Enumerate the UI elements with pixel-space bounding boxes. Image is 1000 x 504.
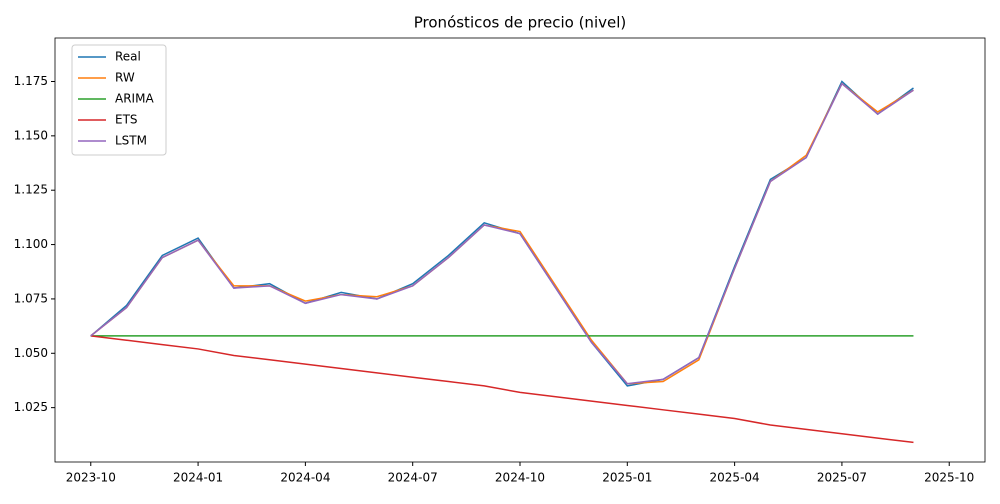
legend-label: LSTM <box>115 134 147 148</box>
y-tick-label: 1.050 <box>14 346 48 360</box>
y-tick-label: 1.025 <box>14 400 48 414</box>
x-tick-label: 2023-10 <box>66 471 116 485</box>
x-tick-label: 2024-04 <box>280 471 330 485</box>
legend-label: Real <box>115 50 141 64</box>
x-tick-label: 2024-07 <box>388 471 438 485</box>
legend: Real RW ARIMA ETS LSTM <box>71 44 167 156</box>
series-line <box>90 82 914 385</box>
x-tick-label: 2024-10 <box>495 471 545 485</box>
y-tick-label: 1.150 <box>14 128 48 142</box>
series-line <box>90 335 914 444</box>
y-tick-label: 1.100 <box>14 237 48 251</box>
legend-box <box>71 44 167 156</box>
x-tick-label: 2025-10 <box>924 471 974 485</box>
x-tick-label: 2025-01 <box>602 471 652 485</box>
x-tick-label: 2025-04 <box>710 471 760 485</box>
series-line <box>90 82 914 385</box>
x-tick-label: 2024-01 <box>173 471 223 485</box>
series-line <box>90 80 914 387</box>
legend-label: RW <box>115 71 135 85</box>
y-tick-label: 1.075 <box>14 291 48 305</box>
legend-label: ETS <box>115 113 138 127</box>
plot-frame <box>54 37 986 463</box>
y-tick-label: 1.125 <box>14 183 48 197</box>
x-tick-label: 2025-07 <box>817 471 867 485</box>
legend-label: ARIMA <box>115 92 154 106</box>
chart-title: Pronósticos de precio (nivel) <box>414 14 626 32</box>
y-tick-label: 1.175 <box>14 74 48 88</box>
